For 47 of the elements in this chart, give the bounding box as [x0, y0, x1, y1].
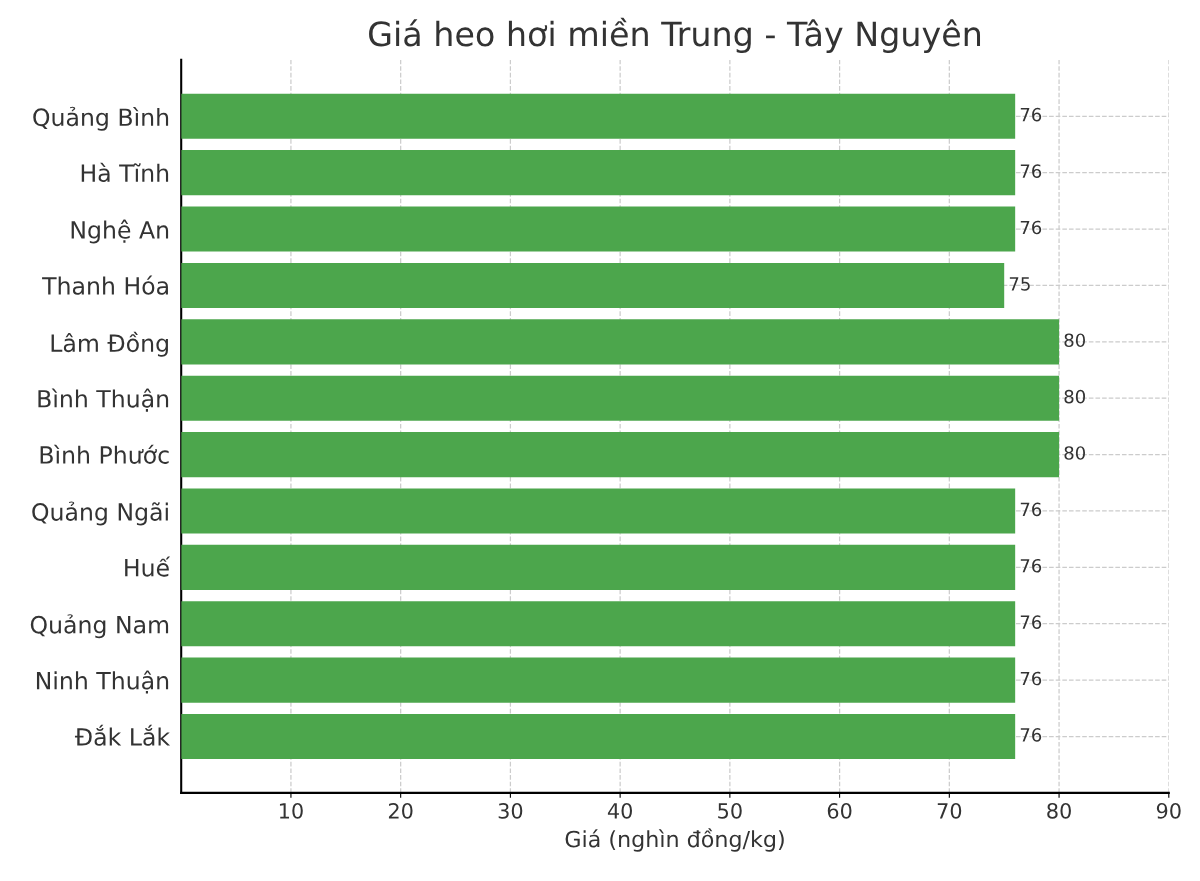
y-tick-label: Ninh Thuận	[36, 670, 169, 694]
bar	[181, 93, 1016, 139]
x-tick-label: 90	[1156, 802, 1181, 819]
data-label: 80	[1064, 389, 1086, 404]
bar	[181, 375, 1060, 421]
data-label: 75	[1009, 277, 1030, 291]
y-tick-label: Quảng Nam	[30, 614, 169, 639]
y-tick-label: Bình Thuận	[38, 388, 169, 412]
bar	[181, 262, 1005, 308]
y-tick-label: Hà Tĩnh	[81, 162, 169, 182]
y-tick-label: Nghệ An	[71, 219, 169, 244]
x-tick-label: 10	[279, 802, 303, 819]
data-label: 76	[1020, 502, 1042, 517]
y-tick-label: Huế	[125, 556, 171, 577]
x-tick-label: 30	[498, 802, 523, 819]
data-label: 80	[1064, 333, 1086, 348]
x-tick-label: 70	[937, 802, 962, 819]
x-tick-label: 20	[388, 802, 413, 819]
x-tick-label: 80	[1047, 802, 1071, 819]
y-tick-label: Lâm Đồng	[51, 331, 168, 357]
data-label: 76	[1020, 615, 1042, 629]
x-tick-label: 60	[827, 802, 852, 819]
bar	[181, 488, 1016, 534]
bar	[181, 319, 1060, 365]
y-tick-label: Bình Phước	[40, 444, 169, 464]
data-label: 76	[1020, 558, 1042, 573]
bar	[181, 544, 1016, 590]
y-tick-label: Quảng Ngãi	[32, 501, 168, 526]
y-tick-label: Thanh Hóa	[42, 275, 168, 295]
data-label: 76	[1020, 671, 1042, 686]
bar	[181, 601, 1016, 647]
x-tick-label: 50	[718, 802, 742, 819]
bar	[181, 150, 1016, 196]
data-label: 80	[1064, 446, 1086, 460]
y-tick-label: Quảng Bình	[33, 106, 169, 131]
x-tick-label: 40	[607, 802, 632, 819]
bar	[181, 432, 1060, 478]
data-label: 76	[1020, 107, 1042, 122]
data-label: 76	[1020, 728, 1042, 742]
data-label: 76	[1020, 164, 1042, 178]
y-tick-label: Đắk Lắk	[74, 724, 171, 746]
bar	[181, 657, 1016, 703]
bar	[181, 206, 1016, 252]
data-label: 76	[1020, 220, 1042, 235]
x-axis-title: Giá (nghìn đồng/kg)	[565, 828, 784, 852]
chart-title: Giá heo hơi miền Trung - Tây Nguyên	[369, 17, 981, 53]
bar	[181, 713, 1016, 760]
